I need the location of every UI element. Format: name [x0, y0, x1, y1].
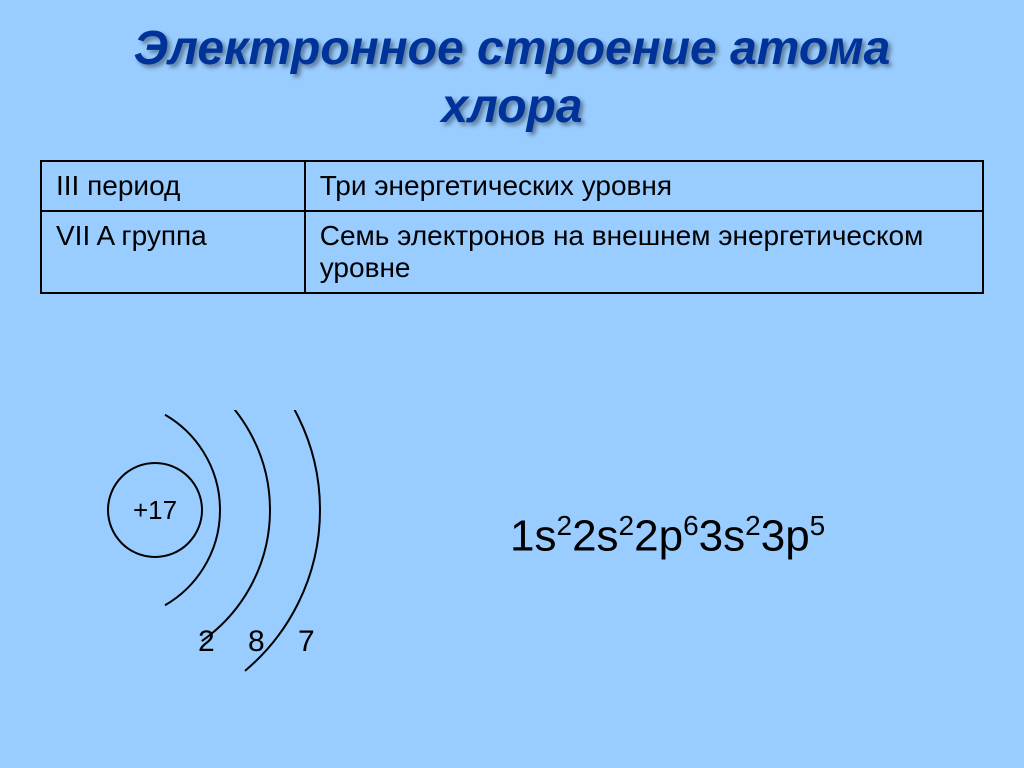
- table-cell-period-desc: Три энергетических уровня: [305, 161, 983, 211]
- shell-1-count: 2: [198, 625, 215, 659]
- title-line2: хлора: [441, 80, 582, 133]
- properties-table: III период Три энергетических уровня VII…: [40, 160, 984, 294]
- table-cell-group-desc: Семь электронов на внешнем энергетическо…: [305, 211, 983, 293]
- table-row: VII A группа Семь электронов на внешнем …: [41, 211, 983, 293]
- shell-3-count: 7: [298, 625, 315, 659]
- title-line1: Электронное строение атома: [134, 22, 891, 75]
- slide-title: Электронное строение атома хлора: [0, 0, 1024, 135]
- shell-2-count: 8: [248, 625, 265, 659]
- table-row: III период Три энергетических уровня: [41, 161, 983, 211]
- nucleus-circle: +17: [107, 462, 203, 558]
- table-cell-period: III период: [41, 161, 305, 211]
- electron-configuration: 1s22s22p63s23p5: [510, 510, 825, 562]
- nucleus-charge: +17: [133, 495, 177, 526]
- table-cell-group: VII A группа: [41, 211, 305, 293]
- atom-diagram: +17 2 8 7: [80, 410, 430, 690]
